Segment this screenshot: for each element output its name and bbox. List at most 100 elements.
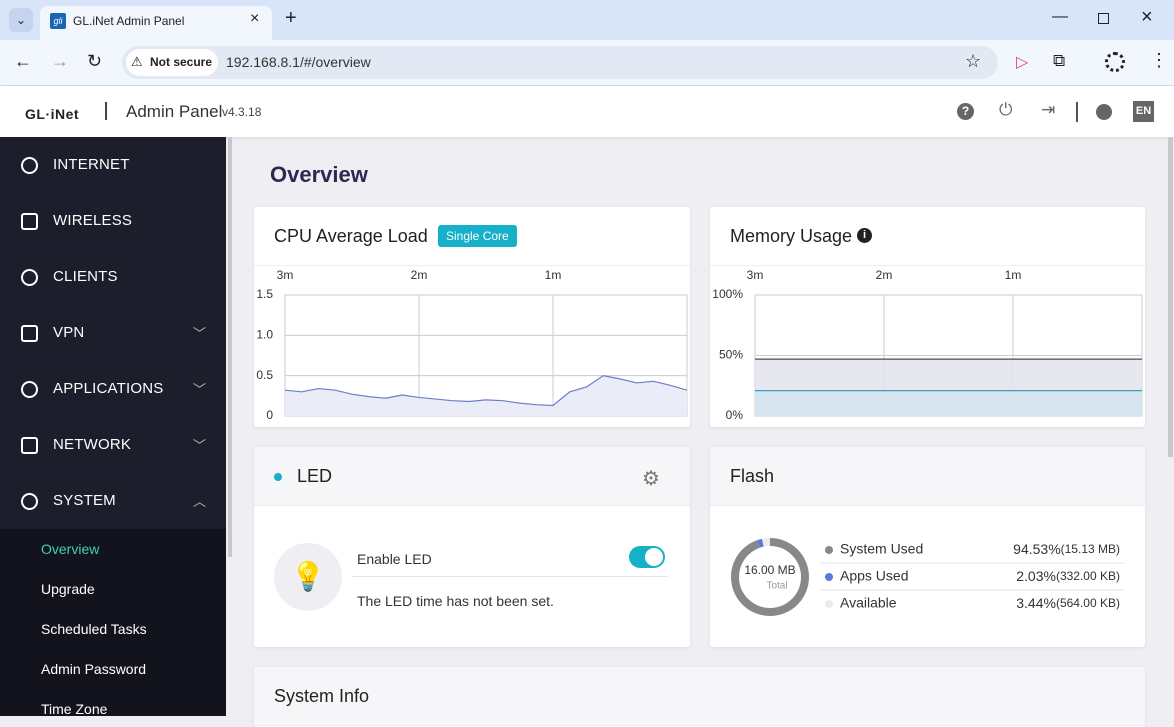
legend-value: 3.44%(564.00 KB) [1016,595,1120,611]
led-label: Enable LED [357,551,432,567]
x-tick-label: 1m [1005,268,1022,282]
nav-item[interactable]: NETWORK [53,436,132,453]
y-tick-label: 50% [719,348,743,362]
card-title: System Info [274,686,370,706]
back[interactable]: ← [14,51,32,71]
x-tick-label: 3m [277,268,294,282]
card-title: Memory Usage [730,226,853,246]
legend-dot [825,573,833,581]
percent: 2.03% [1016,568,1056,584]
menu[interactable]: ⋮ [1150,50,1168,70]
toggle-knob [645,548,663,566]
nav-icon [21,437,38,454]
profile[interactable] [1105,52,1125,72]
flash-card: Flash 16.00 MB Total System Used 94.53%(1… [710,447,1145,647]
flash-chart: 16.00 MB Total System Used 94.53%(15.13 M… [731,538,1125,616]
maximize[interactable] [1098,13,1109,24]
legend-value: 94.53%(15.13 MB) [1013,541,1120,557]
card-header [254,667,1145,726]
security: Not secure [150,55,213,69]
logout[interactable]: ⇥ [1041,100,1056,119]
nav-item[interactable]: SYSTEM [53,492,116,509]
y-tick-label: 1.0 [256,328,273,342]
legend-dot [825,600,833,608]
app-title: Admin Panel [126,102,223,121]
page-scrollbar [1168,137,1173,457]
led-card: LED ⚙ 💡 Enable LED The LED time has not … [254,447,690,647]
extension[interactable]: ▷ [1016,54,1029,71]
nav-item[interactable]: INTERNET [53,156,130,173]
legend-name: Apps Used [840,568,908,584]
y-tick-label: 0% [726,408,744,422]
nav-icon [21,269,38,286]
tab[interactable]: gli GL.iNet Admin Panel × [40,6,272,40]
nav-item[interactable]: WIRELESS [53,212,133,229]
led-toggle[interactable] [629,546,665,568]
tab-search[interactable]: ⌄ [9,8,33,32]
theme[interactable] [1096,104,1112,120]
chevron: ﹀ [193,382,207,397]
nav-subitem[interactable]: Overview [41,541,100,557]
donut-segment [731,538,809,616]
nav-icon [21,213,38,230]
extensions[interactable]: ⧉ [1053,51,1066,70]
nav-subitem[interactable]: Time Zone [41,701,108,717]
card-title: CPU Average Load [274,226,428,246]
close-window[interactable]: × [1141,6,1153,28]
system-info-card: System Info [254,667,1145,727]
tab-icon: gli [50,13,66,29]
y-tick-label: 1.5 [256,287,273,301]
settings[interactable]: ⚙ [642,468,660,490]
size: (564.00 KB) [1056,596,1120,610]
size: (332.00 KB) [1056,569,1120,583]
nav-item[interactable]: CLIENTS [53,268,118,285]
minimize[interactable]: — [1052,8,1068,25]
nav-subitem[interactable]: Admin Password [41,661,147,677]
app-header: GL·iNet Admin Panel v4.3.18 ? ⏻ ⇥ EN [0,86,1174,137]
led-icon: 💡 [274,543,342,611]
submenu: Overview Upgrade Scheduled Tasks Admin Pass… [0,529,226,717]
line [284,375,688,407]
flash-total: 16.00 MB [744,563,795,577]
area [755,390,1142,416]
omnibox[interactable]: ⚠ Not secure 192.168.8.1/#/overview ☆ [122,46,998,79]
address-row: ← → ↻ ⚠ Not secure 192.168.8.1/#/overvie… [0,40,1174,86]
chevron: ﹀ [193,438,207,453]
power[interactable]: ⏻ [999,100,1013,119]
forward[interactable]: → [51,51,69,71]
legend-value: 2.03%(332.00 KB) [1016,568,1120,584]
y-tick-label: 0.5 [256,368,273,382]
nav-subitem[interactable]: Upgrade [41,581,95,597]
reload[interactable]: ↻ [87,51,103,71]
x-tick-label: 3m [747,268,764,282]
status-dot [274,473,282,481]
tab-close[interactable]: × [250,10,260,27]
help[interactable]: ? [957,103,974,120]
percent: 3.44% [1016,595,1056,611]
chevron: ﹀ [193,326,207,341]
cpu-card: CPU Average Load Single Core 0 0.5 1.0 1.5 3… [254,207,690,427]
security-chip[interactable] [126,49,218,76]
nav-subitem[interactable]: Scheduled Tasks [41,621,147,637]
y-tick-label: 100% [712,287,743,301]
tab-title: GL.iNet Admin Panel [73,14,185,28]
tab-strip: ⌄ gli GL.iNet Admin Panel × + — × [0,0,1174,40]
url: 192.168.8.1/#/overview [226,54,371,70]
x-tick-label: 1m [545,268,562,282]
area [285,375,687,416]
version: v4.3.18 [222,105,262,119]
nav-item[interactable]: APPLICATIONS [53,380,164,397]
chevron: ︿ [193,494,207,509]
x-tick-label: 2m [411,268,428,282]
nav-icon [21,157,38,174]
language[interactable]: EN [1133,101,1154,122]
bookmark[interactable]: ☆ [965,51,982,71]
warning-icon: ⚠ [131,54,143,69]
legend-name: Available [840,595,897,611]
nav-icon [21,381,38,398]
legend-name: System Used [840,541,923,557]
new-tab[interactable]: + [285,7,297,29]
info-icon[interactable]: i [857,228,872,243]
card-header [710,207,1145,266]
nav-item[interactable]: VPN [53,324,85,341]
